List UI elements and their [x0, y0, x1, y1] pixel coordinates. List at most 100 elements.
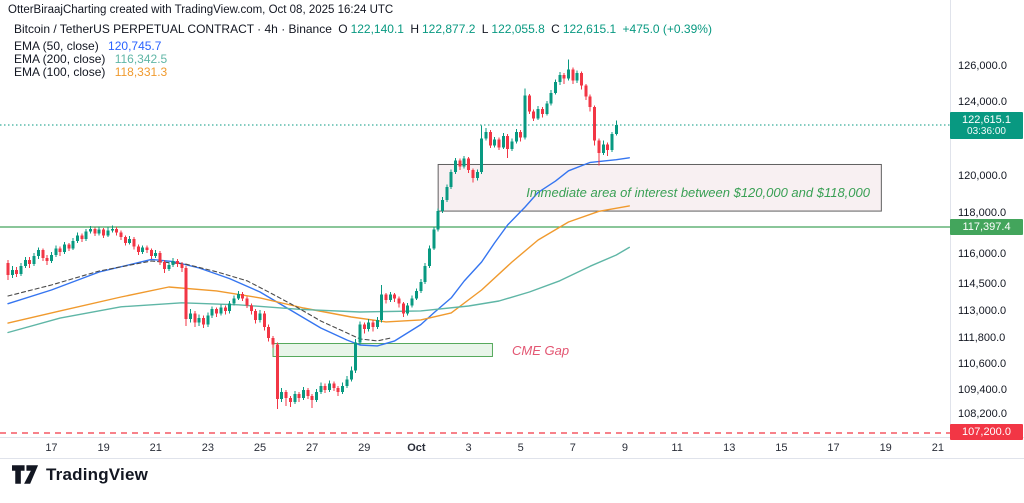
candle-body — [310, 396, 314, 400]
candle-body — [254, 311, 258, 321]
interest-box[interactable] — [437, 163, 882, 212]
tradingview-logo[interactable]: TradingView — [12, 464, 148, 485]
candle-body — [271, 338, 275, 345]
candle-body — [123, 237, 127, 243]
candle-body — [606, 144, 610, 151]
tradingview-glyph-icon — [12, 465, 39, 484]
indicator-legend-ema100[interactable]: EMA (100, close) 118,331.3 — [14, 65, 168, 79]
symbol-title[interactable]: Bitcoin / TetherUS PERPETUAL CONTRACT · … — [14, 22, 332, 36]
indicator-legend-ema200[interactable]: EMA (200, close) 116,342.5 — [14, 52, 168, 66]
candle-body — [371, 322, 375, 327]
candle-body — [188, 313, 192, 319]
candle-body — [197, 317, 201, 323]
overlay-lines — [7, 157, 630, 347]
watermark-text: OtterBiraajCharting created with Trading… — [8, 4, 394, 16]
time-axis[interactable]: 17 19 21 23 25 27 29 Oct 3 5 7 9 11 13 15 17 19 21 — [45, 442, 944, 454]
candle-body — [323, 385, 327, 390]
candle-body — [215, 309, 219, 314]
candle-body — [467, 158, 471, 171]
candle-body — [236, 293, 240, 299]
price-axis-label: 124,000.0 — [958, 96, 1007, 108]
candle-body — [293, 394, 297, 402]
candle-body — [540, 108, 544, 114]
EMA-200-line[interactable] — [7, 246, 630, 334]
change-value: +475.0 (+0.39%) — [622, 22, 712, 36]
candle-body — [267, 326, 271, 339]
cme-gap-box[interactable] — [272, 343, 493, 357]
candle-body — [175, 261, 179, 264]
candle-body — [54, 248, 58, 255]
candle-body — [15, 270, 19, 274]
candle-body — [562, 74, 566, 79]
candle-body — [406, 305, 410, 314]
time-axis-label: 19 — [880, 442, 892, 454]
candle-body — [162, 262, 166, 269]
candle-body — [128, 239, 132, 243]
symbol-header: Bitcoin / TetherUS PERPETUAL CONTRACT · … — [14, 22, 715, 36]
candle-body — [545, 103, 549, 114]
EMA-50-line[interactable] — [7, 157, 630, 347]
price-axis-label: 109,400.0 — [958, 384, 1007, 396]
candle-body — [497, 139, 501, 148]
candle-body — [145, 247, 149, 251]
candle-body — [241, 293, 245, 299]
ema100-value: 118,331.3 — [114, 65, 168, 79]
candle-body — [501, 135, 505, 148]
candle-body — [136, 246, 140, 253]
candle-body — [41, 250, 45, 258]
candle-body — [89, 228, 93, 232]
price-axis[interactable]: 126,000.0 124,000.0 120,000.0 118,000.0 116,… — [958, 60, 1007, 420]
candle-body — [362, 324, 366, 330]
indicator-legend-ema50[interactable]: EMA (50, close) 120,745.7 — [14, 39, 162, 53]
candle-body — [614, 125, 618, 135]
candle-body — [441, 199, 444, 212]
time-axis-label: 23 — [202, 442, 214, 454]
candle-body — [458, 160, 462, 167]
candle-body — [232, 298, 236, 304]
cme-gap-label[interactable]: CME Gap — [512, 343, 570, 358]
candle-body — [149, 250, 153, 256]
candle-body — [423, 266, 427, 282]
candle-body — [506, 135, 510, 150]
candle-body — [193, 313, 197, 323]
candle-body — [349, 370, 353, 380]
footer-divider — [0, 458, 1024, 459]
candle-body — [206, 315, 210, 325]
EMA-100-line[interactable] — [7, 205, 630, 324]
candle-body — [588, 96, 592, 108]
dashed-trend-line[interactable] — [7, 260, 391, 342]
time-axis-label: 3 — [466, 442, 472, 454]
candle-body — [553, 82, 557, 93]
candle-body — [462, 158, 466, 167]
candle-body — [427, 248, 431, 266]
price-axis-label: 120,000.0 — [958, 170, 1007, 182]
candle-body — [28, 260, 32, 264]
candle-body — [32, 256, 36, 264]
time-axis-label: 15 — [775, 442, 787, 454]
price-chart-canvas[interactable]: 126,000.0 124,000.0 120,000.0 118,000.0 116,… — [0, 0, 1024, 458]
candle-body — [523, 95, 527, 138]
candle-body — [436, 211, 440, 230]
time-axis-label: 25 — [254, 442, 266, 454]
candle-body — [514, 131, 518, 142]
candle-body — [610, 134, 614, 151]
candle-body — [210, 309, 214, 316]
candle-body — [49, 255, 53, 261]
candle-body — [549, 92, 553, 104]
candles-group — [6, 59, 618, 409]
close-label: C — [551, 22, 560, 36]
candle-body — [345, 379, 349, 386]
horizontal-lines — [0, 124, 950, 434]
price-axis-label: 113,000.0 — [958, 305, 1006, 317]
time-axis-label: 13 — [723, 442, 735, 454]
candle-body — [480, 138, 484, 173]
candle-body — [536, 108, 540, 119]
price-axis-label: 126,000.0 — [958, 60, 1007, 72]
time-axis-label: 17 — [827, 442, 839, 454]
candle-body — [449, 172, 453, 188]
candle-body — [19, 266, 23, 274]
interest-area-label[interactable]: Immediate area of interest between $120,… — [526, 185, 870, 200]
candle-body — [288, 398, 292, 402]
candle-body — [102, 229, 106, 236]
